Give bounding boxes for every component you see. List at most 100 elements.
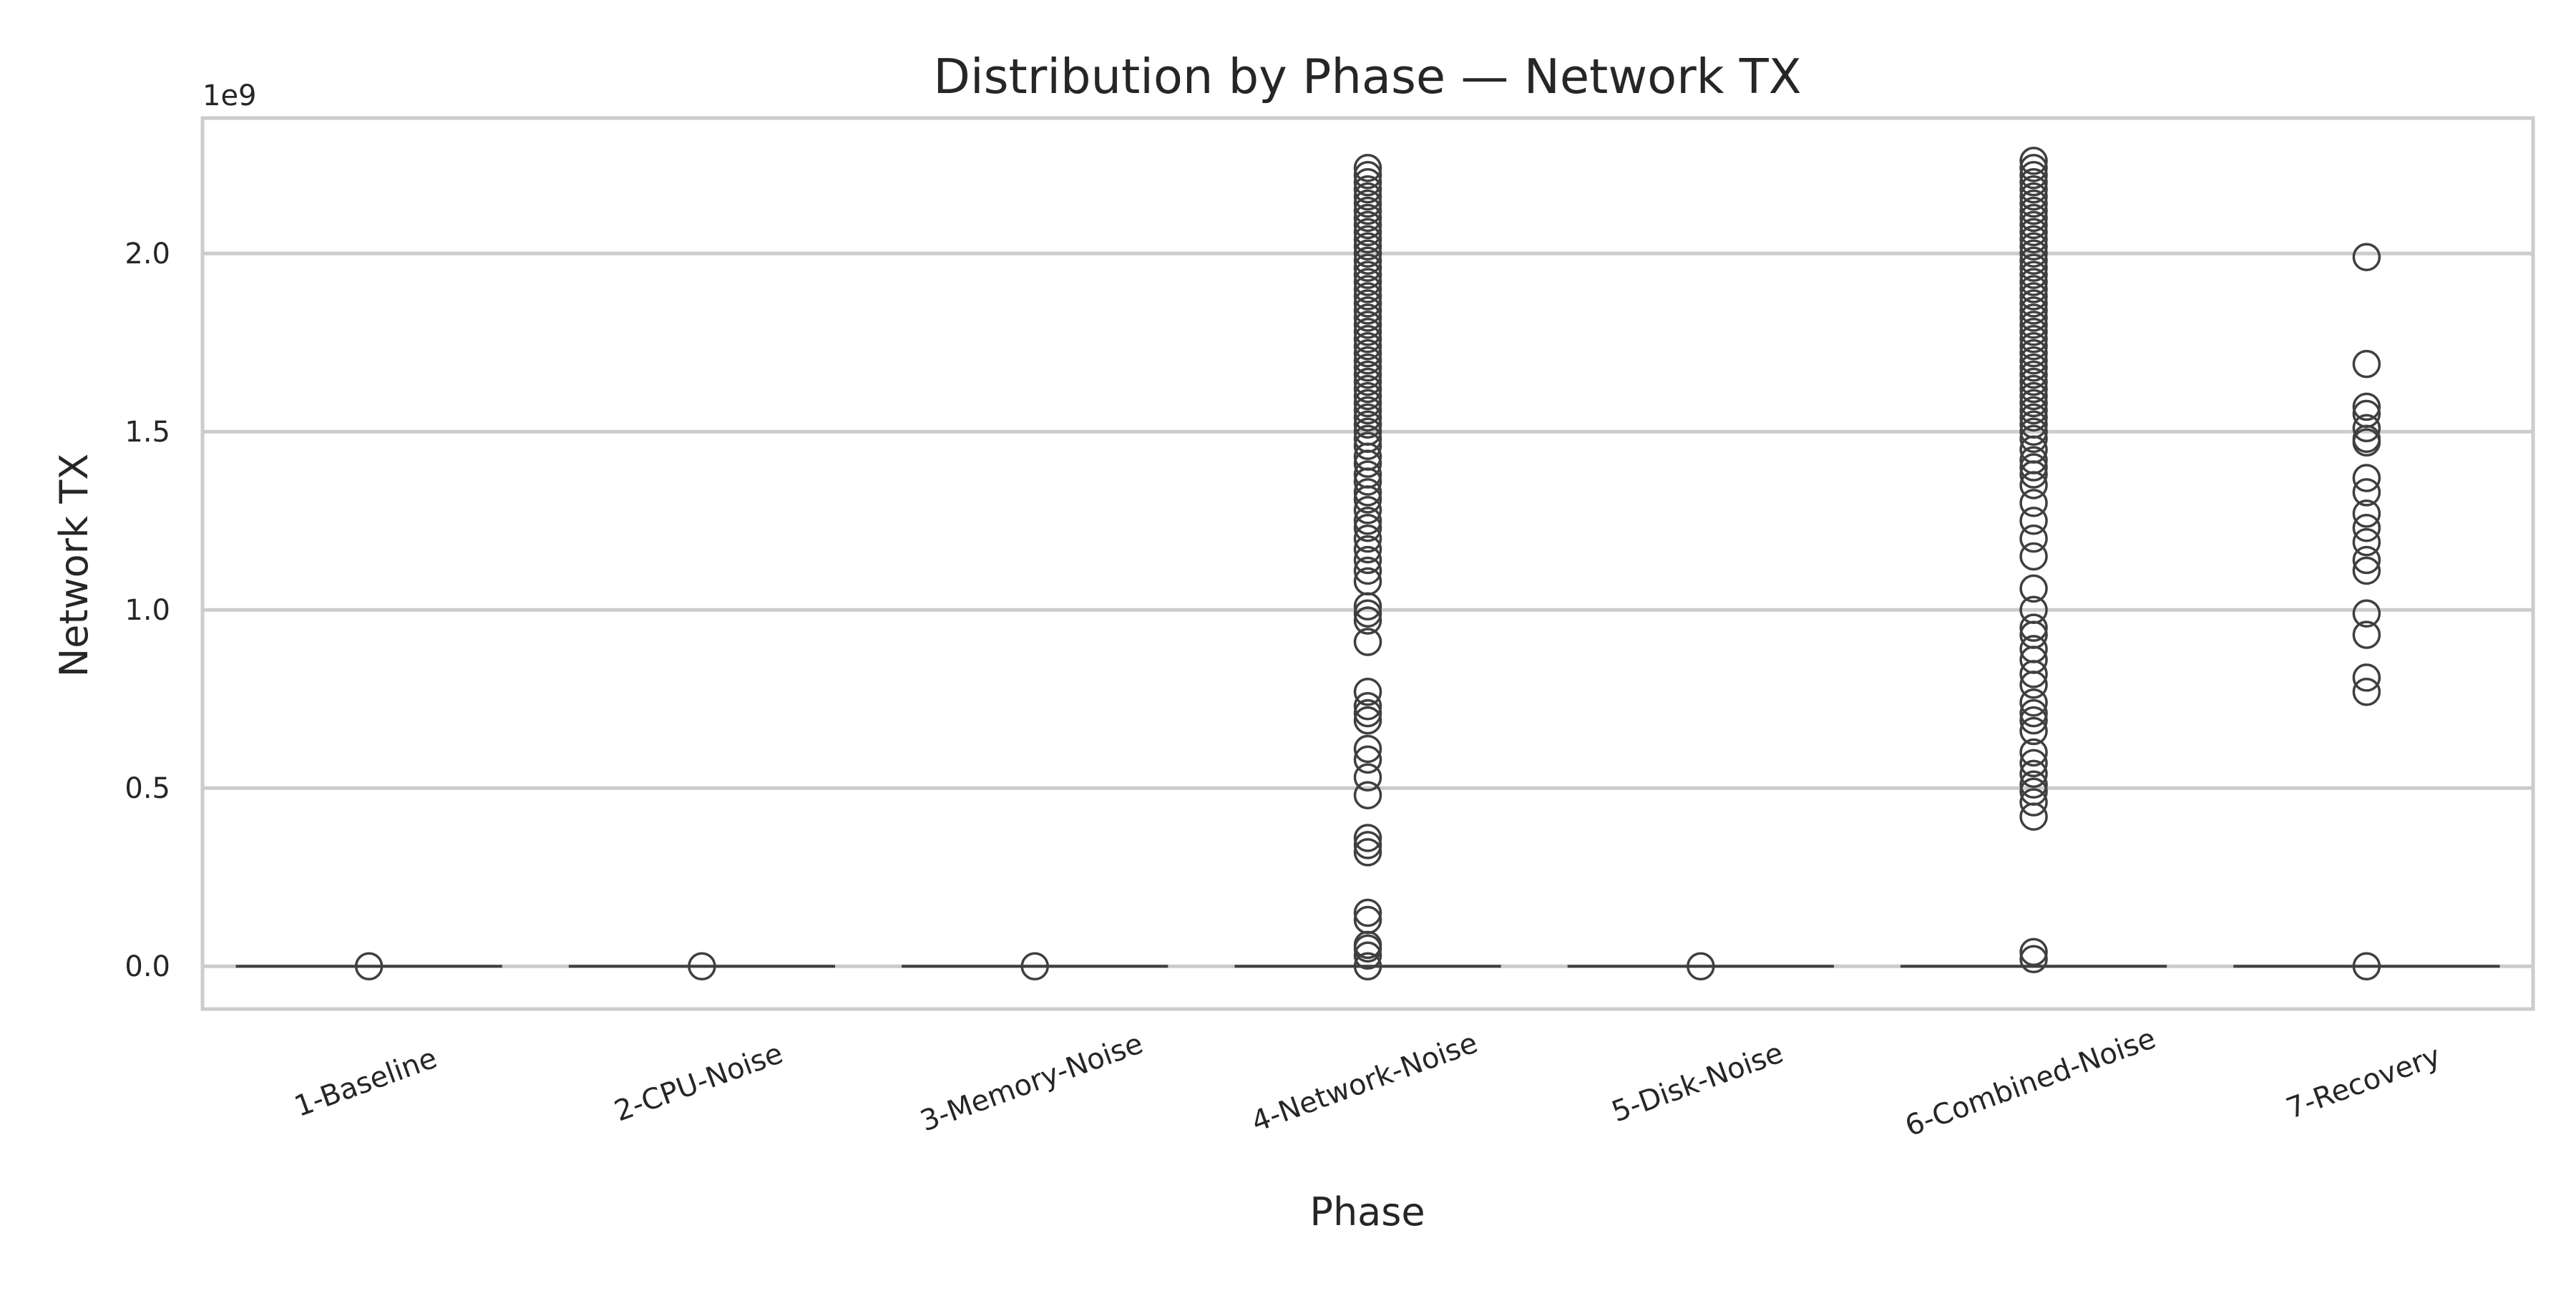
outlier-point xyxy=(2352,478,2381,507)
outlier-point xyxy=(1353,210,1382,240)
outlier-point xyxy=(2019,203,2048,233)
outlier-point xyxy=(2019,225,2048,254)
outlier-point xyxy=(2352,527,2381,557)
outlier-point xyxy=(2019,613,2048,642)
outlier-point xyxy=(2352,464,2381,492)
outlier-point xyxy=(2352,678,2381,706)
outlier-point xyxy=(1020,952,1049,980)
outlier-point xyxy=(354,952,384,980)
y-tick-label: 0.0 xyxy=(125,950,170,983)
outlier-point xyxy=(1353,232,1382,261)
outlier-point xyxy=(1353,296,1382,325)
outlier-point xyxy=(2019,325,2048,354)
outlier-point xyxy=(1353,410,1382,439)
outlier-point xyxy=(1353,389,1382,418)
outlier-point xyxy=(1353,218,1382,247)
outlier-point xyxy=(1353,606,1382,635)
outlier-point xyxy=(2019,738,2048,767)
outlier-point xyxy=(2019,311,2048,339)
outlier-point xyxy=(1353,303,1382,332)
chart-title: Distribution by Phase — Network TX xyxy=(933,49,1801,104)
outlier-point xyxy=(1353,182,1382,211)
outlier-point xyxy=(1353,831,1382,859)
outlier-point xyxy=(2352,243,2381,271)
outlier-point xyxy=(2019,424,2048,453)
outlier-point xyxy=(1353,374,1382,404)
outlier-point xyxy=(1353,167,1382,197)
outlier-point xyxy=(1353,381,1382,411)
outlier-point xyxy=(1353,824,1382,852)
outlier-point xyxy=(2019,160,2048,190)
outlier-point xyxy=(2019,396,2048,425)
outlier-point xyxy=(2019,268,2048,296)
outlier-point xyxy=(1353,556,1382,585)
outlier-point xyxy=(1353,838,1382,867)
outlier-point xyxy=(1353,360,1382,389)
outlier-point xyxy=(2352,399,2381,429)
outlier-point xyxy=(1353,353,1382,382)
outlier-point xyxy=(2019,777,2048,806)
outlier-point xyxy=(1353,698,1382,728)
y-tick-label: 2.0 xyxy=(125,238,170,271)
outlier-point xyxy=(1353,506,1382,535)
outlier-point xyxy=(2352,620,2381,649)
outlier-point xyxy=(2019,716,2048,746)
outlier-point xyxy=(2352,556,2381,585)
outlier-point xyxy=(1687,952,1715,980)
outlier-point xyxy=(1353,396,1382,425)
outlier-point xyxy=(2352,513,2381,542)
outlier-point xyxy=(1353,678,1382,706)
outlier-point xyxy=(1353,941,1382,970)
outlier-point xyxy=(1353,628,1382,656)
outlier-point xyxy=(2019,282,2048,311)
outlier-point xyxy=(1353,346,1382,375)
outlier-point xyxy=(2352,500,2381,528)
outlier-point xyxy=(2019,331,2048,361)
outlier-point xyxy=(2019,945,2048,974)
outlier-point xyxy=(2019,246,2048,275)
outlier-point xyxy=(1353,253,1382,282)
outlier-point xyxy=(1353,706,1382,735)
outlier-point xyxy=(1353,535,1382,564)
outlier-point xyxy=(1353,260,1382,289)
outlier-point xyxy=(1353,282,1382,311)
outlier-point xyxy=(1353,417,1382,446)
outlier-point xyxy=(1353,318,1382,346)
plot-frame xyxy=(200,116,2535,1011)
outlier-point xyxy=(1353,745,1382,774)
outlier-point xyxy=(1353,189,1382,218)
outlier-point xyxy=(1353,781,1382,809)
outlier-point xyxy=(2019,189,2048,218)
outlier-point xyxy=(1353,160,1382,190)
outlier-point xyxy=(2019,749,2048,778)
outlier-point xyxy=(1353,331,1382,361)
y-offset-label: 1e9 xyxy=(203,79,257,112)
outlier-point xyxy=(2019,446,2048,474)
outlier-point xyxy=(2019,239,2048,268)
outlier-point xyxy=(1353,239,1382,268)
outlier-point xyxy=(1353,203,1382,233)
outlier-point xyxy=(1353,898,1382,927)
outlier-point xyxy=(2019,635,2048,663)
outlier-point xyxy=(2019,289,2048,318)
outlier-point xyxy=(2352,349,2381,379)
outlier-point xyxy=(1353,691,1382,721)
outlier-point xyxy=(1353,952,1382,980)
outlier-point xyxy=(1353,424,1382,453)
outlier-point xyxy=(2019,417,2048,446)
outlier-point xyxy=(688,952,716,980)
outlier-point xyxy=(2019,275,2048,303)
outlier-point xyxy=(1353,175,1382,204)
outlier-point xyxy=(1353,225,1382,254)
outlier-point xyxy=(2019,353,2048,382)
outlier-point xyxy=(2019,303,2048,332)
outlier-point xyxy=(2019,374,2048,404)
outlier-point xyxy=(2019,698,2048,728)
y-tick-label: 0.5 xyxy=(125,772,170,805)
outlier-point xyxy=(2019,453,2048,482)
outlier-point xyxy=(2352,414,2381,443)
outlier-point xyxy=(2019,153,2048,182)
outlier-point xyxy=(1353,905,1382,935)
outlier-point xyxy=(1353,460,1382,489)
